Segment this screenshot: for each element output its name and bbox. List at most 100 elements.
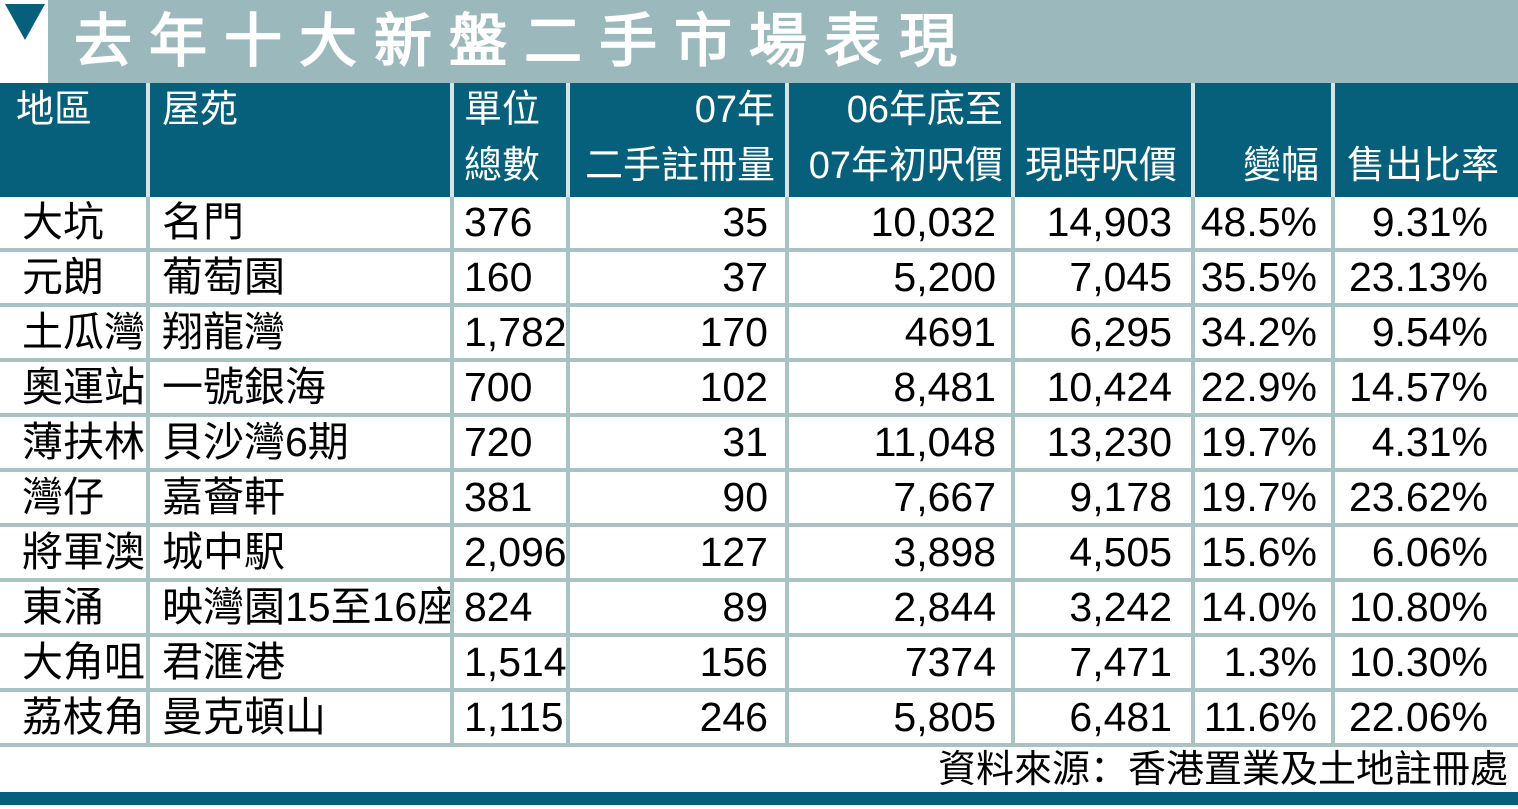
data-source-note: 資料來源：香港置業及土地註冊處 xyxy=(937,749,1508,791)
cell-price-06-07: 10,032 xyxy=(789,197,1011,248)
table-row: 薄扶林 貝沙灣6期 720 31 11,048 13,230 19.7% 4.3… xyxy=(0,417,1518,468)
cell-district: 元朗 xyxy=(0,252,146,303)
cell-total-units: 1,115 xyxy=(454,692,566,743)
cell-district: 將軍澳 xyxy=(0,527,146,578)
cell-district: 大角咀 xyxy=(0,637,146,688)
table-row: 大坑 名門 376 35 10,032 14,903 48.5% 9.31% xyxy=(0,197,1518,248)
cell-price-06-07: 5,200 xyxy=(789,252,1011,303)
cell-current-price: 13,230 xyxy=(1015,417,1191,468)
cell-total-units: 381 xyxy=(454,472,566,523)
column-header-line: 總數 xyxy=(464,145,541,188)
column-header-price-06-07: 06年底至 07年初呎價 xyxy=(789,83,1011,197)
cell-price-06-07: 2,844 xyxy=(789,582,1011,633)
table-row: 東涌 映灣園15至16座 824 89 2,844 3,242 14.0% 10… xyxy=(0,582,1518,633)
cell-registrations-07: 90 xyxy=(570,472,785,523)
column-header-line: 變幅 xyxy=(1242,145,1319,188)
cell-change: 19.7% xyxy=(1195,472,1331,523)
cell-registrations-07: 35 xyxy=(570,197,785,248)
column-header-change: 變幅 xyxy=(1195,83,1331,197)
cell-registrations-07: 37 xyxy=(570,252,785,303)
cell-estate: 貝沙灣6期 xyxy=(150,417,450,468)
cell-district: 荔枝角 xyxy=(0,692,146,743)
cell-estate: 名門 xyxy=(150,197,450,248)
cell-sold-ratio: 6.06% xyxy=(1335,527,1518,578)
cell-estate: 一號銀海 xyxy=(150,362,450,413)
cell-registrations-07: 102 xyxy=(570,362,785,413)
cell-district: 大坑 xyxy=(0,197,146,248)
cell-sold-ratio: 22.06% xyxy=(1335,692,1518,743)
cell-sold-ratio: 14.57% xyxy=(1335,362,1518,413)
column-header-sold-ratio: 售出比率 xyxy=(1335,83,1518,197)
cell-change: 48.5% xyxy=(1195,197,1331,248)
cell-total-units: 700 xyxy=(454,362,566,413)
column-header-line: 屋苑 xyxy=(162,89,239,131)
cell-registrations-07: 127 xyxy=(570,527,785,578)
cell-estate: 映灣園15至16座 xyxy=(150,582,450,633)
cell-sold-ratio: 9.54% xyxy=(1335,307,1518,358)
column-header-line: 現時呎價 xyxy=(1025,145,1178,188)
cell-district: 東涌 xyxy=(0,582,146,633)
bottom-accent-bar xyxy=(0,792,1518,805)
cell-price-06-07: 5,805 xyxy=(789,692,1011,743)
cell-current-price: 7,045 xyxy=(1015,252,1191,303)
column-header-line: 地區 xyxy=(16,89,93,131)
table-header-row: 地區 屋苑 單位 總數 07年 二手註冊量 06年底至 07年初呎價 現時呎價 … xyxy=(0,83,1518,197)
cell-change: 1.3% xyxy=(1195,637,1331,688)
cell-registrations-07: 246 xyxy=(570,692,785,743)
column-header-line: 二手註冊量 xyxy=(584,145,775,188)
cell-change: 22.9% xyxy=(1195,362,1331,413)
cell-total-units: 720 xyxy=(454,417,566,468)
title-bar: 去年十大新盤二手市場表現 xyxy=(0,0,1518,83)
cell-current-price: 9,178 xyxy=(1015,472,1191,523)
cell-current-price: 10,424 xyxy=(1015,362,1191,413)
table-row: 將軍澳 城中駅 2,096 127 3,898 4,505 15.6% 6.06… xyxy=(0,527,1518,578)
cell-estate: 翔龍灣 xyxy=(150,307,450,358)
cell-change: 15.6% xyxy=(1195,527,1331,578)
cell-current-price: 6,481 xyxy=(1015,692,1191,743)
cell-sold-ratio: 23.62% xyxy=(1335,472,1518,523)
cell-current-price: 7,471 xyxy=(1015,637,1191,688)
table-row: 土瓜灣 翔龍灣 1,782 170 4691 6,295 34.2% 9.54% xyxy=(0,307,1518,358)
column-header-line: 07年初呎價 xyxy=(808,145,1003,188)
cell-estate: 君滙港 xyxy=(150,637,450,688)
cell-current-price: 6,295 xyxy=(1015,307,1191,358)
table-row: 元朗 葡萄園 160 37 5,200 7,045 35.5% 23.13% xyxy=(0,252,1518,303)
column-header-district: 地區 xyxy=(0,83,146,197)
cell-district: 奧運站 xyxy=(0,362,146,413)
cell-total-units: 160 xyxy=(454,252,566,303)
cell-price-06-07: 7374 xyxy=(789,637,1011,688)
table-row: 大角咀 君滙港 1,514 156 7374 7,471 1.3% 10.30% xyxy=(0,637,1518,688)
title-corner xyxy=(0,0,48,83)
column-header-line: 07年 xyxy=(694,89,775,131)
cell-registrations-07: 170 xyxy=(570,307,785,358)
page-title: 去年十大新盤二手市場表現 xyxy=(74,9,975,74)
cell-change: 11.6% xyxy=(1195,692,1331,743)
cell-price-06-07: 4691 xyxy=(789,307,1011,358)
cell-change: 35.5% xyxy=(1195,252,1331,303)
cell-change: 34.2% xyxy=(1195,307,1331,358)
column-header-current-price: 現時呎價 xyxy=(1015,83,1191,197)
cell-price-06-07: 7,667 xyxy=(789,472,1011,523)
cell-registrations-07: 31 xyxy=(570,417,785,468)
table-row: 荔枝角 曼克頓山 1,115 246 5,805 6,481 11.6% 22.… xyxy=(0,692,1518,743)
cell-price-06-07: 8,481 xyxy=(789,362,1011,413)
cell-total-units: 1,514 xyxy=(454,637,566,688)
cell-current-price: 4,505 xyxy=(1015,527,1191,578)
cell-district: 薄扶林 xyxy=(0,417,146,468)
cell-price-06-07: 3,898 xyxy=(789,527,1011,578)
table-body: 大坑 名門 376 35 10,032 14,903 48.5% 9.31% 元… xyxy=(0,197,1518,747)
cell-sold-ratio: 9.31% xyxy=(1335,197,1518,248)
table-row: 灣仔 嘉薈軒 381 90 7,667 9,178 19.7% 23.62% xyxy=(0,472,1518,523)
cell-total-units: 376 xyxy=(454,197,566,248)
cell-sold-ratio: 4.31% xyxy=(1335,417,1518,468)
down-triangle-icon xyxy=(5,4,45,40)
column-header-line: 售出比率 xyxy=(1347,145,1500,188)
cell-registrations-07: 156 xyxy=(570,637,785,688)
column-header-estate: 屋苑 xyxy=(150,83,450,197)
cell-estate: 嘉薈軒 xyxy=(150,472,450,523)
cell-current-price: 3,242 xyxy=(1015,582,1191,633)
cell-district: 灣仔 xyxy=(0,472,146,523)
cell-district: 土瓜灣 xyxy=(0,307,146,358)
cell-estate: 城中駅 xyxy=(150,527,450,578)
